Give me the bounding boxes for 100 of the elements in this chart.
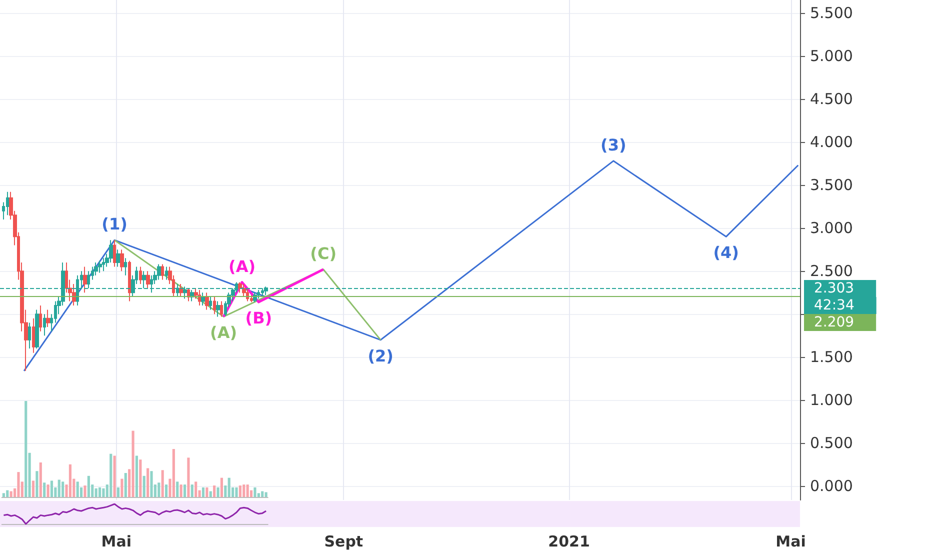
candlestick	[201, 292, 205, 306]
y-tick-label: 5.000	[810, 46, 853, 65]
annotation: (3)	[600, 135, 626, 154]
annotation: (B)	[245, 308, 272, 328]
bar	[213, 485, 216, 497]
bar	[190, 484, 194, 497]
bar	[254, 487, 256, 497]
candlestick	[242, 283, 246, 298]
bar	[17, 472, 20, 497]
annotation: (A)	[210, 323, 238, 342]
bar	[172, 449, 175, 497]
bar	[113, 456, 116, 497]
line-series	[23, 160, 799, 372]
candlestick	[179, 283, 183, 298]
candlestick	[187, 288, 190, 302]
candlestick	[28, 322, 31, 350]
bar	[180, 484, 182, 497]
candlestick	[43, 314, 46, 336]
bar	[228, 478, 230, 497]
bar	[158, 482, 160, 497]
bar	[161, 470, 164, 497]
x-tick-label: Mai	[776, 532, 806, 550]
candlestick	[157, 264, 161, 280]
bar	[2, 493, 5, 497]
bar	[102, 488, 105, 497]
bar	[202, 487, 205, 497]
candlestick	[238, 282, 242, 294]
bar	[39, 462, 42, 497]
bar	[36, 471, 38, 497]
bar	[261, 491, 264, 497]
bar	[246, 484, 249, 497]
bar	[146, 468, 150, 497]
bar	[220, 478, 223, 497]
bar	[43, 482, 46, 497]
candlestick	[109, 240, 113, 263]
bar	[235, 487, 238, 497]
bar	[242, 484, 246, 497]
x-tick-label: Mai	[101, 532, 132, 550]
bar	[10, 491, 12, 497]
candlestick	[6, 191, 9, 216]
candlestick	[46, 309, 50, 328]
bar	[216, 487, 220, 497]
candlestick	[120, 249, 124, 272]
bar	[50, 480, 54, 497]
y-tick-label: 0.000	[810, 477, 853, 496]
candlestick	[72, 283, 76, 306]
candlestick	[205, 292, 209, 310]
bar	[84, 485, 86, 497]
bar	[124, 473, 127, 497]
candlestick	[220, 300, 223, 318]
bar	[139, 460, 142, 497]
candlestick	[216, 300, 220, 318]
bar	[46, 484, 50, 497]
candlestick	[246, 288, 249, 302]
annotation: (A)	[228, 256, 256, 276]
candlestick	[161, 264, 164, 280]
bar	[150, 471, 153, 497]
candlestick	[35, 309, 39, 350]
bar	[116, 487, 120, 497]
y-tick-label: 1.500	[810, 348, 853, 366]
y-tick-label: 1.000	[810, 391, 853, 410]
bar	[194, 482, 198, 497]
bar	[164, 484, 168, 497]
y-tick-label: 5.500	[810, 4, 853, 22]
y-tick-label: 4.500	[810, 90, 853, 108]
bar	[142, 476, 146, 497]
y-tick-label: 3.000	[810, 219, 853, 238]
ref-line-label: 2.209	[814, 314, 854, 331]
bar	[132, 430, 134, 497]
candlestick	[165, 266, 168, 280]
candlestick	[113, 240, 116, 268]
bar	[187, 458, 190, 497]
candlestick	[209, 296, 212, 310]
bar	[209, 491, 212, 497]
bar	[76, 482, 79, 497]
y-tick-label: 2.500	[810, 262, 853, 280]
bar	[6, 490, 9, 497]
candlestick	[83, 266, 87, 294]
annotation: (2)	[368, 346, 394, 366]
bar	[120, 478, 124, 497]
candlestick	[213, 296, 216, 315]
candlestick	[128, 260, 131, 302]
bar	[68, 464, 72, 497]
candlestick	[94, 262, 98, 276]
bar	[176, 482, 179, 497]
bar	[206, 487, 208, 497]
bar	[58, 480, 60, 497]
line-series	[114, 239, 382, 341]
candlestick	[102, 258, 105, 272]
candlestick	[39, 305, 42, 332]
x-tick-label: 2021	[548, 532, 590, 550]
candlestick	[32, 318, 35, 354]
ref-line-label: 2.303	[814, 280, 854, 297]
text: 42:34	[814, 298, 854, 314]
bar	[98, 487, 102, 497]
candlestick	[146, 270, 150, 289]
x-tick-label: Sept	[324, 532, 364, 550]
bar	[135, 456, 138, 497]
candlestick	[198, 290, 201, 306]
bar	[32, 480, 35, 497]
